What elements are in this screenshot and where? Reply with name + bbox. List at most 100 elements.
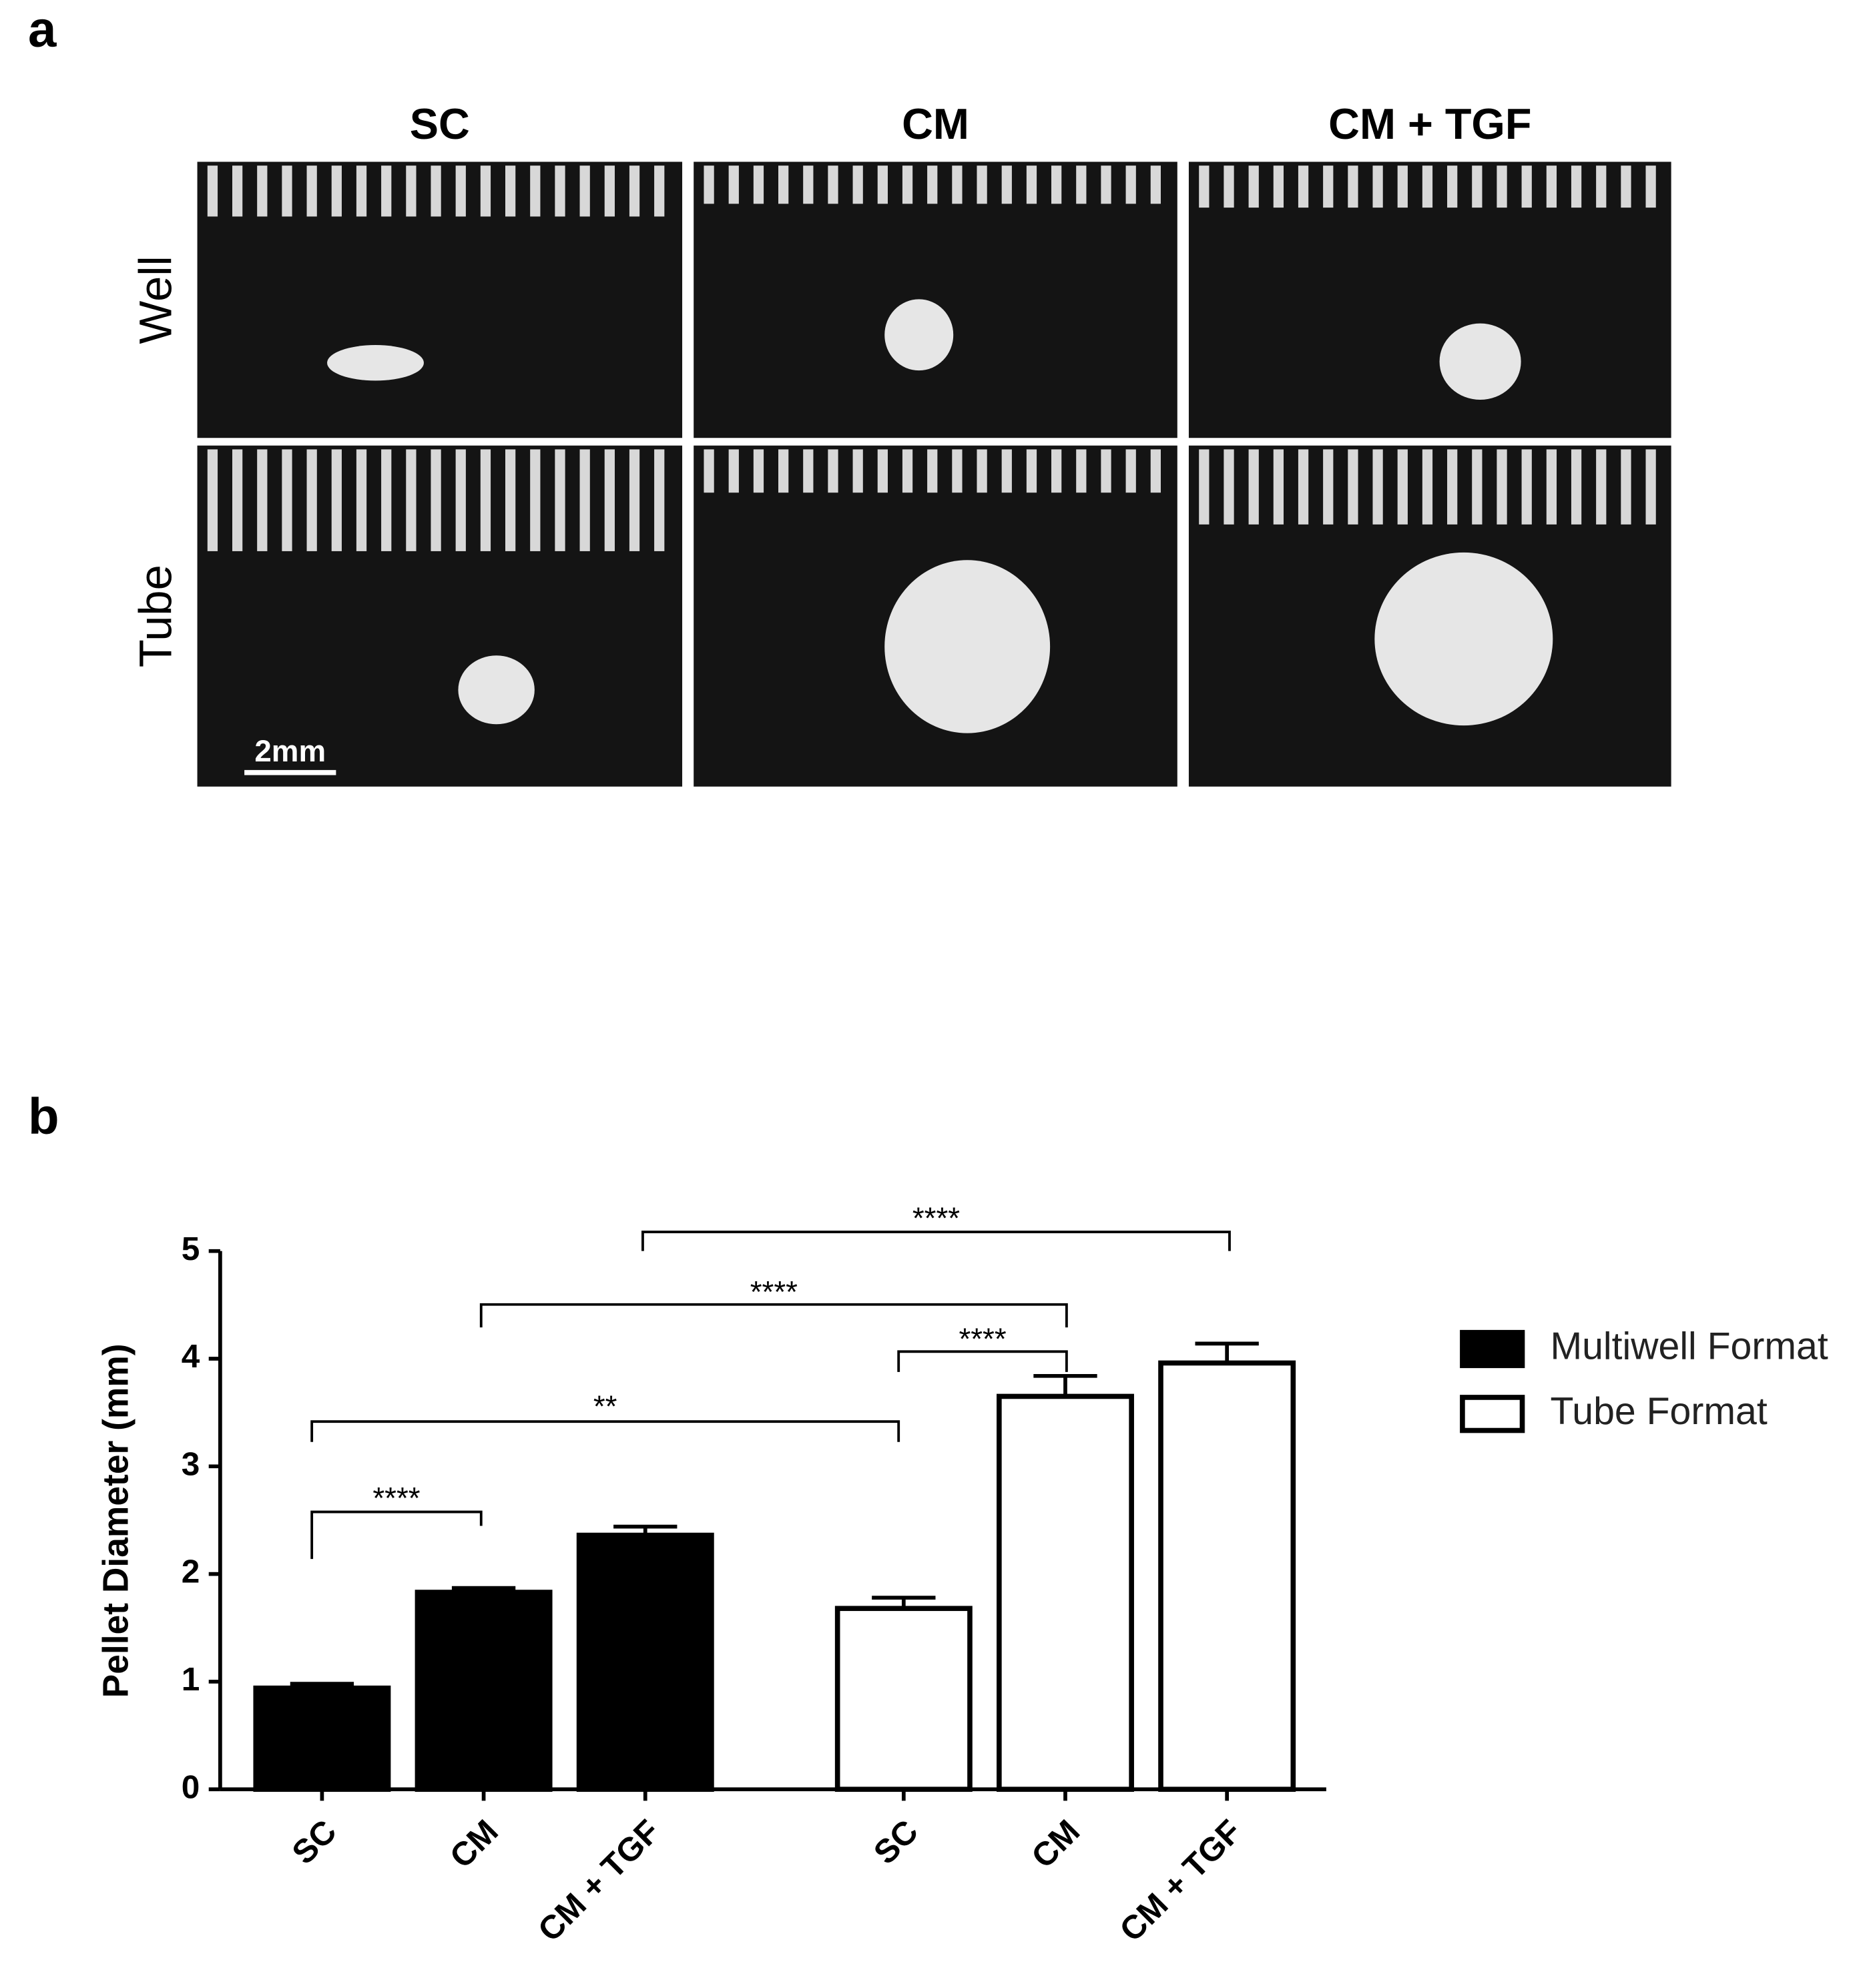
- ruler-tick: [480, 165, 491, 217]
- ruler-tick: [1497, 165, 1507, 208]
- ruler-tick: [704, 449, 714, 493]
- ruler-tick: [1596, 449, 1607, 525]
- ruler-tick: [877, 165, 888, 204]
- column-label: SC: [410, 99, 470, 148]
- y-tick-label: 4: [182, 1337, 200, 1375]
- y-tick-label: 3: [182, 1445, 200, 1482]
- x-tick-label: CM + TGF: [1112, 1812, 1248, 1949]
- ruler-tick: [1571, 165, 1582, 208]
- ruler-tick: [1001, 449, 1012, 493]
- ruler-tick: [927, 449, 938, 493]
- ruler-tick: [207, 165, 218, 217]
- ruler-tick: [1497, 449, 1507, 525]
- ruler-tick: [505, 449, 516, 551]
- ruler-tick: [306, 165, 317, 217]
- scale-bar-label: 2mm: [254, 734, 326, 768]
- x-tick-label: CM: [443, 1812, 505, 1875]
- pellet: [327, 345, 424, 381]
- ruler-tick: [977, 449, 987, 493]
- ruler-tick: [1199, 449, 1210, 525]
- ruler-tick: [1298, 449, 1309, 525]
- significance-bracket: [897, 1350, 1068, 1372]
- ruler-tick: [1298, 165, 1309, 208]
- y-tick-label: 5: [182, 1230, 200, 1267]
- ruler-tick: [1372, 449, 1383, 525]
- photo-grid: SC CM CM + TGF Well Tube 2mm: [129, 99, 1671, 787]
- legend-swatch: [1460, 1329, 1525, 1369]
- ruler-tick: [1150, 449, 1161, 493]
- ruler-tick: [1026, 449, 1037, 493]
- ruler-tick: [406, 449, 417, 551]
- x-tick-label: SC: [284, 1812, 343, 1871]
- ruler-tick: [1273, 165, 1284, 208]
- photo: [1188, 161, 1671, 438]
- row-label: Well: [129, 256, 181, 344]
- ruler-tick: [257, 165, 268, 217]
- significance-label: ****: [912, 1201, 960, 1235]
- ruler-tick: [555, 449, 565, 551]
- pellet: [1374, 552, 1553, 726]
- ruler-tick: [1026, 165, 1037, 204]
- ruler-tick: [1447, 165, 1458, 208]
- ruler-tick: [257, 449, 268, 551]
- ruler-tick: [381, 449, 392, 551]
- ruler-tick: [1472, 165, 1483, 208]
- ruler-tick: [1348, 165, 1358, 208]
- significance-bracket: [641, 1231, 1231, 1251]
- pellet: [1439, 323, 1521, 400]
- ruler-tick: [1596, 165, 1607, 208]
- significance-label: **: [593, 1389, 617, 1423]
- ruler-tick: [728, 449, 739, 493]
- significance-bracket: [310, 1510, 483, 1560]
- photo: [694, 161, 1177, 438]
- ruler-tick: [629, 165, 640, 217]
- pellet: [884, 299, 954, 371]
- ruler-tick: [1323, 449, 1334, 525]
- panel-label: b: [28, 1088, 59, 1144]
- ruler-tick: [282, 449, 292, 551]
- x-tick-label: SC: [866, 1812, 925, 1871]
- ruler-tick: [1125, 449, 1136, 493]
- ruler-tick: [902, 165, 913, 204]
- x-tick-label: CM: [1024, 1812, 1087, 1875]
- ruler-tick: [902, 449, 913, 493]
- ruler-tick: [1001, 165, 1012, 204]
- ruler-tick: [1323, 165, 1334, 208]
- ruler-tick: [530, 449, 541, 551]
- ruler-tick: [431, 449, 441, 551]
- panel-label: a: [28, 1, 57, 58]
- ruler-tick: [1645, 449, 1656, 525]
- ruler-tick: [1224, 165, 1234, 208]
- ruler-tick: [1521, 449, 1532, 525]
- ruler-tick: [1422, 165, 1433, 208]
- ruler-tick: [1150, 165, 1161, 204]
- ruler-tick: [1076, 165, 1087, 204]
- ruler-tick: [1546, 165, 1557, 208]
- significance-bracket: [479, 1303, 1068, 1328]
- ruler-tick: [455, 165, 466, 217]
- ruler-tick: [356, 165, 367, 217]
- ruler-tick: [803, 449, 814, 493]
- y-tick-label: 2: [182, 1553, 200, 1590]
- ruler-tick: [753, 449, 764, 493]
- ruler-tick: [1051, 165, 1062, 204]
- significance-label: ****: [750, 1275, 798, 1309]
- ruler-tick: [480, 449, 491, 551]
- ruler-tick: [1621, 449, 1631, 525]
- ruler-tick: [1645, 165, 1656, 208]
- ruler-tick: [952, 449, 963, 493]
- ruler-tick: [1199, 165, 1210, 208]
- ruler-tick: [356, 449, 367, 551]
- bar-chart: 0 1 2 3 4 5 Pellet Diameter (mm) SC CM CM + TGF Mu…: [96, 1201, 1828, 1949]
- legend-label: Multiwell Format: [1550, 1325, 1828, 1368]
- ruler-tick: [1248, 449, 1259, 525]
- ruler-tick: [803, 165, 814, 204]
- ruler-tick: [629, 449, 640, 551]
- ruler-tick: [753, 165, 764, 204]
- ruler-tick: [306, 449, 317, 551]
- significance-label: ****: [959, 1322, 1006, 1356]
- ruler-tick: [927, 165, 938, 204]
- ruler-tick: [1076, 449, 1087, 493]
- row-label: Tube: [129, 565, 181, 667]
